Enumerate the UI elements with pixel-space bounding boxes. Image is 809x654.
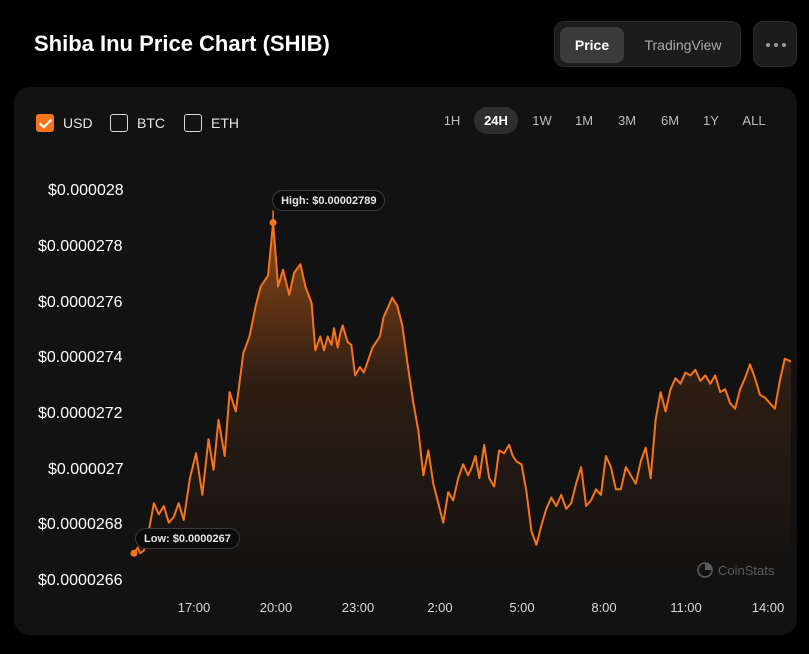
more-horizontal-icon-dot	[774, 43, 778, 47]
x-tick-label: 17:00	[177, 600, 211, 615]
low-marker	[130, 549, 138, 557]
range-1m[interactable]: 1M	[574, 113, 594, 128]
price-line	[133, 221, 792, 555]
low-callout: Low: $0.0000267	[135, 528, 240, 550]
range-1w[interactable]: 1W	[532, 113, 552, 128]
x-tick-label: 8:00	[591, 600, 617, 615]
range-1h[interactable]: 1H	[443, 113, 461, 128]
currency-btc[interactable]: BTC	[110, 114, 165, 132]
currency-label: ETH	[211, 115, 239, 131]
more-button[interactable]	[753, 21, 797, 67]
price-area	[134, 222, 791, 581]
page-title: Shiba Inu Price Chart (SHIB)	[34, 31, 330, 56]
x-tick-label: 5:00	[509, 600, 535, 615]
y-tick-label: $0.0000268	[38, 516, 123, 533]
currency-usd[interactable]: USD	[36, 114, 93, 132]
more-horizontal-icon	[766, 43, 770, 47]
y-tick-label: $0.0000266	[38, 572, 123, 589]
y-tick-label: $0.0000278	[38, 238, 123, 255]
currency-label: USD	[63, 115, 93, 131]
checkbox-icon[interactable]	[110, 114, 128, 132]
currency-label: BTC	[137, 115, 165, 131]
y-tick-label: $0.000027	[48, 461, 124, 478]
y-tick-label: $0.0000274	[38, 349, 123, 366]
y-tick-label: $0.0000272	[38, 405, 123, 422]
range-24h[interactable]: 24H	[474, 107, 518, 134]
currency-eth[interactable]: ETH	[184, 114, 239, 132]
high-marker	[269, 219, 277, 227]
more-horizontal-icon-dot	[782, 43, 786, 47]
watermark-text: CoinStats	[718, 562, 775, 578]
range-3m[interactable]: 3M	[617, 113, 637, 128]
checkbox-icon[interactable]	[184, 114, 202, 132]
range-1y[interactable]: 1Y	[703, 113, 719, 128]
range-6m[interactable]: 6M	[660, 113, 680, 128]
y-tick-label: $0.0000276	[38, 294, 123, 311]
x-tick-label: 11:00	[670, 600, 702, 615]
y-tick-label: $0.000028	[48, 182, 124, 199]
coinstats-logo-icon	[697, 562, 713, 578]
x-tick-label: 14:00	[751, 600, 785, 615]
price-tab[interactable]: Price	[560, 27, 624, 63]
x-tick-label: 23:00	[341, 600, 375, 615]
checkbox-checked-icon[interactable]	[36, 114, 54, 132]
high-callout: High: $0.00002789	[272, 189, 386, 211]
x-tick-label: 2:00	[427, 600, 453, 615]
view-toggle: Price TradingView	[554, 21, 741, 67]
range-all[interactable]: ALL	[742, 113, 766, 128]
x-tick-label: 20:00	[259, 600, 293, 615]
tradingview-tab[interactable]: TradingView	[644, 37, 722, 53]
coinstats-watermark: CoinStats	[697, 562, 774, 578]
